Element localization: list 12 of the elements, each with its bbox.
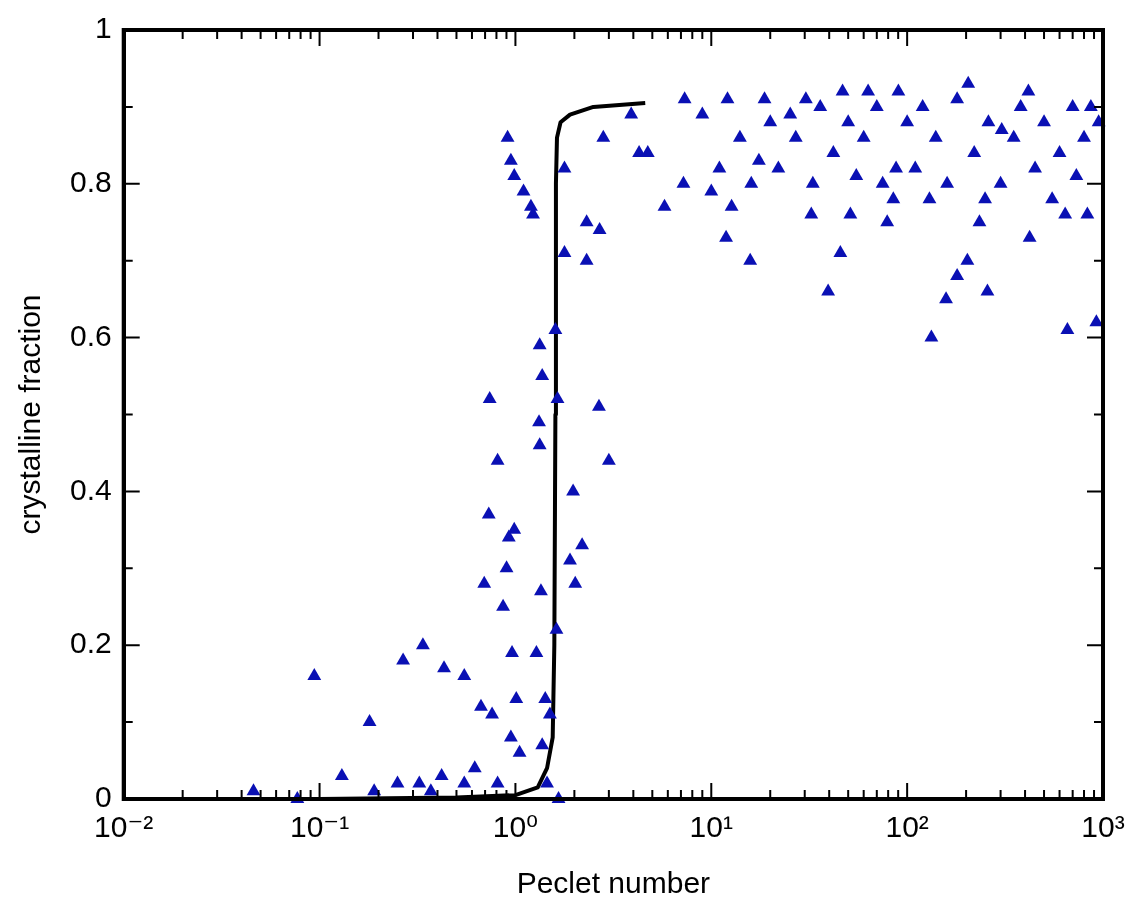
x-tick-label: 10² [885, 810, 929, 844]
x-tick-label: 10¹ [689, 810, 733, 844]
x-axis-title: Peclet number [516, 866, 711, 900]
y-tick-label: 0.4 [69, 472, 112, 506]
y-tick-label: 1 [95, 11, 112, 45]
x-tick-label: 10⁰ [492, 810, 539, 844]
y-tick-label: 0.2 [69, 626, 112, 660]
y-axis-title: crystalline fraction [13, 294, 47, 535]
x-tick-label: 10⁻¹ [289, 810, 350, 844]
y-tick-label: 0.6 [69, 318, 112, 352]
x-tick-label: 10³ [1081, 810, 1125, 844]
y-tick-label: 0.8 [69, 165, 112, 199]
